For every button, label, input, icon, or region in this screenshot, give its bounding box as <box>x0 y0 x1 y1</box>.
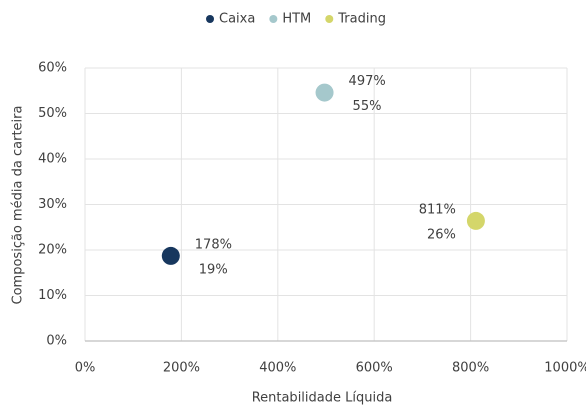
data-label: 19% <box>199 262 228 277</box>
scatter-point <box>161 246 180 265</box>
x-tick-label: 800% <box>452 361 489 376</box>
y-tick-label: 60% <box>38 61 67 76</box>
y-tick-label: 10% <box>38 288 67 303</box>
legend-label: HTM <box>282 12 311 27</box>
data-label: 497% <box>349 74 386 89</box>
legend-item: HTM <box>269 12 311 27</box>
legend: Caixa HTM Trading <box>206 12 386 27</box>
x-tick-label: 200% <box>163 361 200 376</box>
x-tick-label: 600% <box>356 361 393 376</box>
x-axis-label: Rentabilidade Líquida <box>252 391 393 406</box>
y-tick-label: 50% <box>38 106 67 121</box>
legend-label: Trading <box>337 12 386 27</box>
x-tick-label: 400% <box>259 361 296 376</box>
legend-label: Caixa <box>219 12 255 27</box>
data-label: 26% <box>427 227 456 242</box>
legend-marker <box>325 15 334 23</box>
data-label: 178% <box>195 237 232 252</box>
x-tick-label: 0% <box>75 361 96 376</box>
legend-marker <box>206 15 215 23</box>
scatter-point <box>466 211 485 230</box>
y-tick-label: 0% <box>46 334 67 349</box>
y-tick-label: 40% <box>38 152 67 167</box>
data-label: 55% <box>353 99 382 114</box>
legend-marker <box>269 15 278 23</box>
y-tick-label: 20% <box>38 243 67 258</box>
scatter-point <box>315 83 334 102</box>
legend-item: Caixa <box>206 12 255 27</box>
y-axis-label: Composição média da carteira <box>11 106 26 305</box>
legend-item: Trading <box>325 12 386 27</box>
x-tick-label: 1000% <box>544 361 586 376</box>
y-tick-label: 30% <box>38 197 67 212</box>
data-label: 811% <box>419 202 456 217</box>
